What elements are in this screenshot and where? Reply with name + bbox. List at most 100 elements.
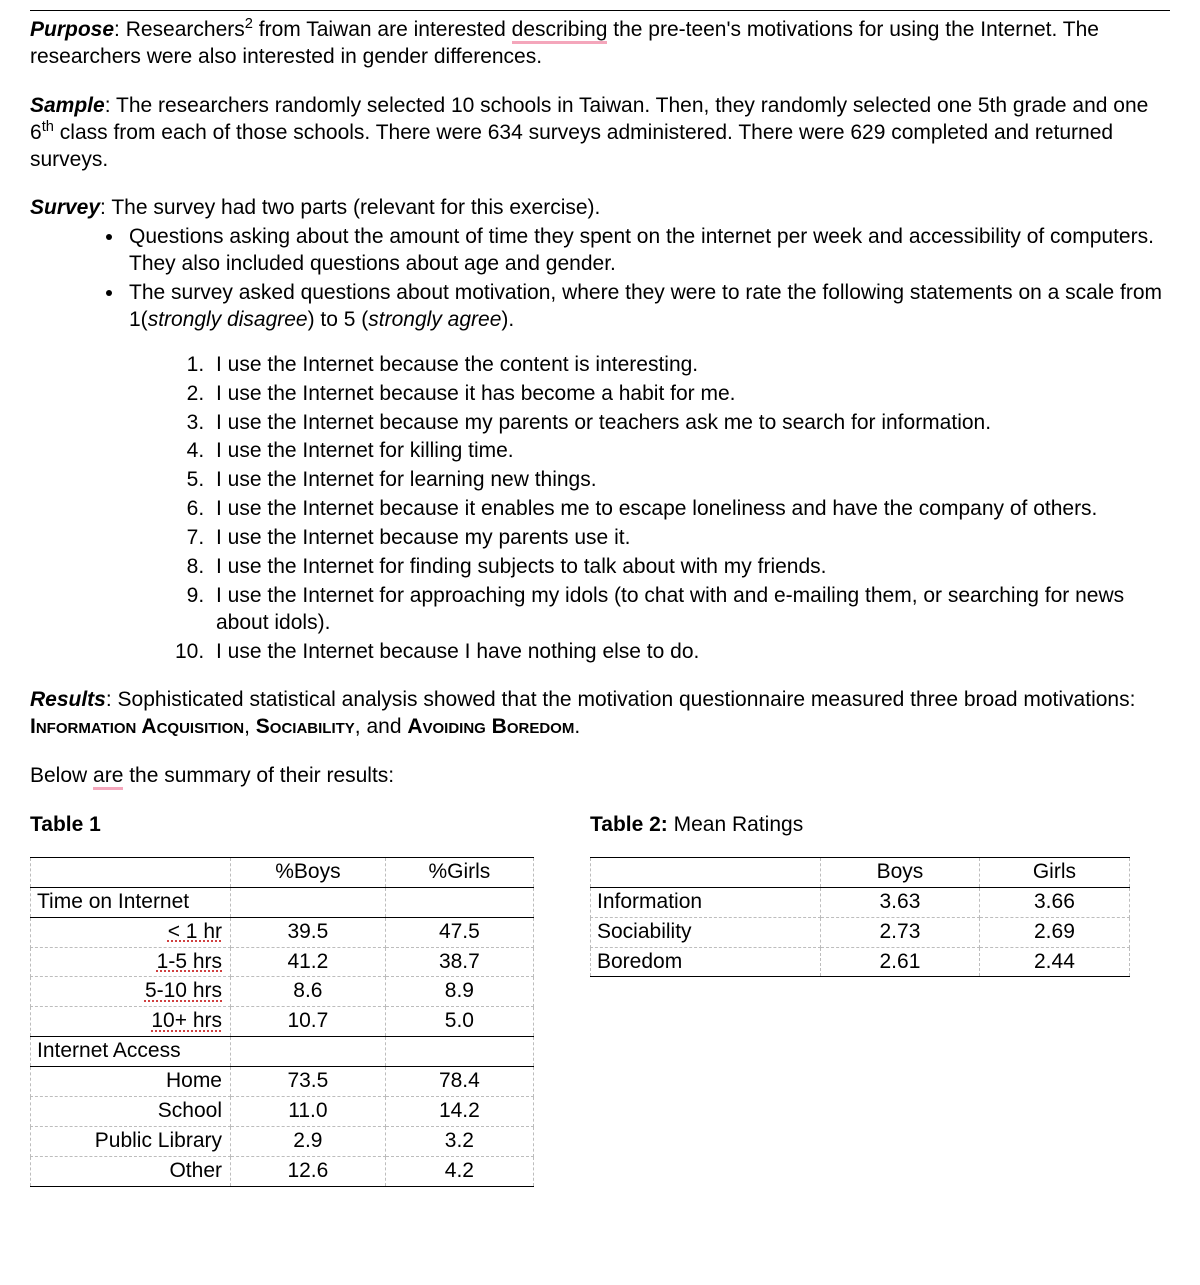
sample-text-b: class from each of those schools. There … — [30, 121, 1113, 171]
purpose-sup: 2 — [245, 16, 253, 32]
results-block: Results: Sophisticated statistical analy… — [30, 687, 1170, 741]
cell: 8.6 — [231, 977, 386, 1007]
table2-title: Table 2: Mean Ratings — [590, 812, 1130, 839]
below-text-b: the summary of their results: — [123, 764, 394, 787]
below-text-a: Below — [30, 764, 93, 787]
survey-bullet: Questions asking about the amount of tim… — [125, 224, 1170, 278]
table-row: 1-5 hrs 41.2 38.7 — [31, 947, 534, 977]
row-label: < 1 hr — [31, 917, 231, 947]
survey-item: I use the Internet for killing time. — [210, 438, 1170, 465]
survey-item: I use the Internet because my parents us… — [210, 525, 1170, 552]
table-row: Boys Girls — [591, 857, 1130, 887]
table-row: Other 12.6 4.2 — [31, 1156, 534, 1186]
results-label: Results — [30, 688, 106, 711]
cell: 38.7 — [385, 947, 533, 977]
section-label: Internet Access — [31, 1037, 231, 1067]
table-row: Public Library 2.9 3.2 — [31, 1126, 534, 1156]
sample-sup: th — [42, 119, 54, 135]
survey-item: I use the Internet because my parents or… — [210, 410, 1170, 437]
table-row: 5-10 hrs 8.6 8.9 — [31, 977, 534, 1007]
row-label: Other — [31, 1156, 231, 1186]
cell: 12.6 — [231, 1156, 386, 1186]
survey-label: Survey — [30, 196, 100, 219]
table-header-girls: Girls — [979, 857, 1129, 887]
top-rule — [30, 10, 1170, 11]
cell: 3.63 — [821, 887, 980, 917]
survey-item: I use the Internet for approaching my id… — [210, 583, 1170, 637]
cell: 3.66 — [979, 887, 1129, 917]
table-row: 10+ hrs 10.7 5.0 — [31, 1007, 534, 1037]
tables-row: Table 1 %Boys %Girls Time on Internet < … — [30, 812, 1170, 1187]
results-sep1: , — [244, 715, 256, 738]
survey-bullet-text: The survey asked questions about motivat… — [129, 281, 1162, 331]
row-label: 5-10 hrs — [31, 977, 231, 1007]
row-label: Information — [591, 887, 821, 917]
survey-item: I use the Internet because it has become… — [210, 381, 1170, 408]
table2-col: Table 2: Mean Ratings Boys Girls Informa… — [590, 812, 1130, 1187]
below-underlined: are — [93, 764, 123, 790]
cell: 2.44 — [979, 947, 1129, 977]
row-label: School — [31, 1096, 231, 1126]
cell — [385, 1037, 533, 1067]
cell: 8.9 — [385, 977, 533, 1007]
survey-item: I use the Internet because it enables me… — [210, 496, 1170, 523]
purpose-label: Purpose — [30, 18, 114, 41]
cell: 10.7 — [231, 1007, 386, 1037]
cell — [385, 887, 533, 917]
cell: 2.9 — [231, 1126, 386, 1156]
results-m1: Information Acquisition — [30, 715, 244, 738]
survey-item: I use the Internet because the content i… — [210, 352, 1170, 379]
table-row: School 11.0 14.2 — [31, 1096, 534, 1126]
survey-bullets: Questions asking about the amount of tim… — [30, 224, 1170, 334]
row-label: 10+ hrs — [31, 1007, 231, 1037]
sample-block: Sample: The researchers randomly selecte… — [30, 93, 1170, 174]
table-row: Internet Access — [31, 1037, 534, 1067]
results-sep2: , and — [355, 715, 408, 738]
cell: 78.4 — [385, 1067, 533, 1097]
survey-item: I use the Internet for finding subjects … — [210, 554, 1170, 581]
table-row: Information 3.63 3.66 — [591, 887, 1130, 917]
survey-item: I use the Internet because I have nothin… — [210, 639, 1170, 666]
cell: 3.2 — [385, 1126, 533, 1156]
results-text-a: : Sophisticated statistical analysis sho… — [106, 688, 1136, 711]
survey-intro: : The survey had two parts (relevant for… — [100, 196, 600, 219]
table-row: Time on Internet — [31, 887, 534, 917]
table1-title: Table 1 — [30, 812, 534, 839]
cell: 73.5 — [231, 1067, 386, 1097]
table-header-boys: Boys — [821, 857, 980, 887]
row-label: Sociability — [591, 917, 821, 947]
row-label: 1-5 hrs — [31, 947, 231, 977]
table-header-girls: %Girls — [385, 857, 533, 887]
purpose-underlined: describing — [512, 18, 608, 44]
survey-intro-line: Survey: The survey had two parts (releva… — [30, 195, 1170, 222]
cell: 14.2 — [385, 1096, 533, 1126]
table1: %Boys %Girls Time on Internet < 1 hr 39.… — [30, 857, 534, 1187]
table-row: Home 73.5 78.4 — [31, 1067, 534, 1097]
below-line: Below are the summary of their results: — [30, 763, 1170, 790]
table-row: Boredom 2.61 2.44 — [591, 947, 1130, 977]
results-m2: Sociability — [256, 715, 355, 738]
survey-items: I use the Internet because the content i… — [30, 352, 1170, 666]
table-row: %Boys %Girls — [31, 857, 534, 887]
cell — [231, 887, 386, 917]
purpose-block: Purpose: Researchers2 from Taiwan are in… — [30, 17, 1170, 71]
cell: 5.0 — [385, 1007, 533, 1037]
table-row: Sociability 2.73 2.69 — [591, 917, 1130, 947]
survey-bullet: The survey asked questions about motivat… — [125, 280, 1170, 334]
purpose-text-b: from Taiwan are interested — [253, 18, 512, 41]
table-header-boys: %Boys — [231, 857, 386, 887]
results-text-b: . — [574, 715, 580, 738]
table-header-blank — [31, 857, 231, 887]
survey-item: I use the Internet for learning new thin… — [210, 467, 1170, 494]
results-m3: Avoiding Boredom — [407, 715, 574, 738]
row-label: Home — [31, 1067, 231, 1097]
cell: 47.5 — [385, 917, 533, 947]
table1-col: Table 1 %Boys %Girls Time on Internet < … — [30, 812, 534, 1187]
cell: 2.61 — [821, 947, 980, 977]
row-label: Public Library — [31, 1126, 231, 1156]
cell: 4.2 — [385, 1156, 533, 1186]
cell — [231, 1037, 386, 1067]
cell: 2.69 — [979, 917, 1129, 947]
cell: 11.0 — [231, 1096, 386, 1126]
cell: 39.5 — [231, 917, 386, 947]
